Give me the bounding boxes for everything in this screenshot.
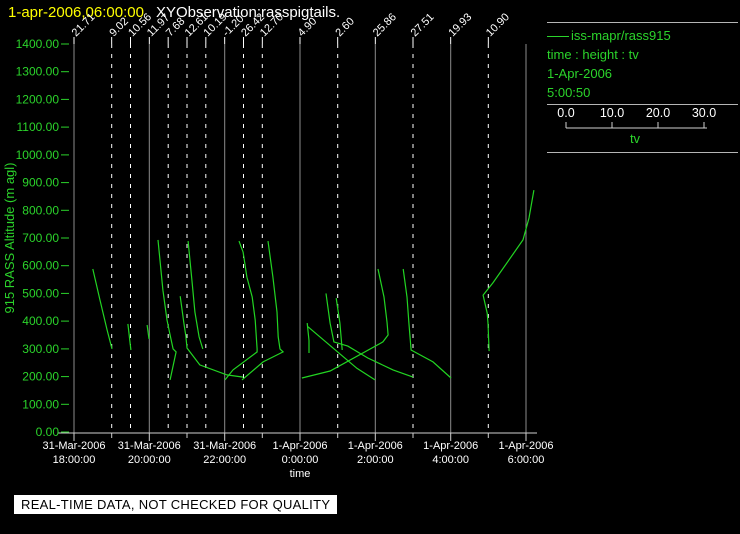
svg-text:0.0: 0.0 bbox=[557, 106, 574, 120]
svg-text:6:00:00: 6:00:00 bbox=[508, 454, 545, 466]
svg-text:0:00:00: 0:00:00 bbox=[282, 454, 319, 466]
profile-trace bbox=[306, 323, 310, 353]
tv-scale-label: tv bbox=[630, 131, 641, 146]
quality-banner-text: REAL-TIME DATA, NOT CHECKED FOR QUALITY bbox=[21, 497, 331, 512]
svg-text:1-Apr-2006: 1-Apr-2006 bbox=[272, 440, 327, 452]
svg-text:31-Mar-2006: 31-Mar-2006 bbox=[118, 440, 181, 452]
svg-text:100.00: 100.00 bbox=[22, 397, 59, 411]
series-line-sample bbox=[547, 36, 569, 38]
svg-text:300.00: 300.00 bbox=[22, 342, 59, 356]
tv-scale-axis: 0.0 10.0 20.0 30.0 tv bbox=[557, 106, 716, 146]
svg-text:4.90: 4.90 bbox=[296, 15, 320, 39]
svg-text:700.00: 700.00 bbox=[22, 231, 59, 245]
svg-text:800.00: 800.00 bbox=[22, 203, 59, 217]
quality-banner: REAL-TIME DATA, NOT CHECKED FOR QUALITY bbox=[14, 495, 338, 514]
legend-date: 1-Apr-2006 bbox=[547, 66, 613, 81]
gridlines bbox=[73, 44, 527, 433]
svg-text:1-Apr-2006: 1-Apr-2006 bbox=[423, 440, 478, 452]
legend-series-row: iss-mapr/rass915 bbox=[547, 26, 738, 45]
tv-scale: 0.0 10.0 20.0 30.0 tv bbox=[557, 106, 716, 146]
svg-text:31-Mar-2006: 31-Mar-2006 bbox=[43, 440, 106, 452]
svg-text:1400.00: 1400.00 bbox=[16, 37, 60, 51]
y-axis-title: 915 RASS Altitude (m agl) bbox=[2, 162, 17, 313]
legend-separator bbox=[547, 104, 738, 105]
profile-trace bbox=[241, 241, 285, 381]
x-axis: 31-Mar-2006 18:00:00 31-Mar-2006 20:00:00 31… bbox=[43, 432, 554, 480]
svg-text:2:00:00: 2:00:00 bbox=[357, 454, 394, 466]
svg-text:0.00: 0.00 bbox=[36, 425, 60, 439]
svg-text:200.00: 200.00 bbox=[22, 370, 59, 384]
title-bar: 1-apr-2006,06:00:00 XYObservation:rasspig… bbox=[8, 4, 340, 21]
svg-text:20:00:00: 20:00:00 bbox=[128, 454, 171, 466]
svg-text:20.0: 20.0 bbox=[646, 106, 670, 120]
legend-series-label: iss-mapr/rass915 bbox=[571, 28, 671, 43]
svg-text:1200.00: 1200.00 bbox=[16, 92, 60, 106]
legend-time: 5:00:50 bbox=[547, 85, 591, 100]
profile-trace bbox=[157, 239, 177, 381]
traces bbox=[92, 189, 535, 381]
svg-text:4:00:00: 4:00:00 bbox=[432, 454, 469, 466]
svg-text:31-Mar-2006: 31-Mar-2006 bbox=[193, 440, 256, 452]
svg-text:900.00: 900.00 bbox=[22, 176, 59, 190]
svg-text:1-Apr-2006: 1-Apr-2006 bbox=[348, 440, 403, 452]
svg-text:10.0: 10.0 bbox=[600, 106, 624, 120]
legend-mapping: time : height : tv bbox=[547, 47, 639, 62]
svg-text:1000.00: 1000.00 bbox=[16, 148, 60, 162]
profile-trace bbox=[187, 241, 204, 350]
tv-top-labels: 21.71 9.0210.5611.977.6812.6110.19-1.2026… bbox=[70, 11, 512, 44]
svg-text:18:00:00: 18:00:00 bbox=[53, 454, 96, 466]
profile-trace bbox=[482, 189, 535, 352]
svg-text:600.00: 600.00 bbox=[22, 259, 59, 273]
profile-trace bbox=[301, 268, 389, 379]
page-title: XYObservation:rasspigtails. bbox=[155, 4, 341, 21]
svg-text:9.02: 9.02 bbox=[107, 15, 131, 39]
svg-text:400.00: 400.00 bbox=[22, 314, 59, 328]
profile-trace bbox=[307, 326, 376, 381]
svg-text:1100.00: 1100.00 bbox=[17, 120, 60, 134]
svg-text:22:00:00: 22:00:00 bbox=[203, 454, 246, 466]
profile-trace bbox=[224, 240, 258, 381]
profile-trace bbox=[402, 268, 452, 379]
svg-text:500.00: 500.00 bbox=[22, 286, 59, 300]
title-datetime: 1-apr-2006,06:00:00 bbox=[8, 4, 144, 21]
profile-trace bbox=[92, 268, 113, 350]
profile-trace bbox=[335, 298, 343, 351]
svg-text:10.90: 10.90 bbox=[484, 11, 512, 39]
svg-text:19.93: 19.93 bbox=[446, 11, 474, 39]
profile-trace bbox=[325, 293, 414, 378]
legend-panel: iss-mapr/rass915 time : height : tv 1-Ap… bbox=[547, 22, 738, 153]
y-axis: 0.00 100.00 200.00 300.00 400.00 500.00 600.00… bbox=[2, 37, 69, 439]
svg-text:2.60: 2.60 bbox=[333, 15, 357, 39]
svg-text:21.71: 21.71 bbox=[70, 11, 98, 39]
profile-trace bbox=[127, 323, 132, 351]
profile-trace bbox=[179, 296, 244, 378]
svg-text:1-Apr-2006: 1-Apr-2006 bbox=[498, 440, 553, 452]
svg-text:25.86: 25.86 bbox=[371, 11, 399, 39]
svg-text:1300.00: 1300.00 bbox=[16, 65, 60, 79]
x-axis-title: time bbox=[290, 468, 311, 480]
svg-text:27.51: 27.51 bbox=[409, 11, 437, 39]
svg-text:30.0: 30.0 bbox=[692, 106, 716, 120]
profile-trace bbox=[146, 324, 150, 339]
